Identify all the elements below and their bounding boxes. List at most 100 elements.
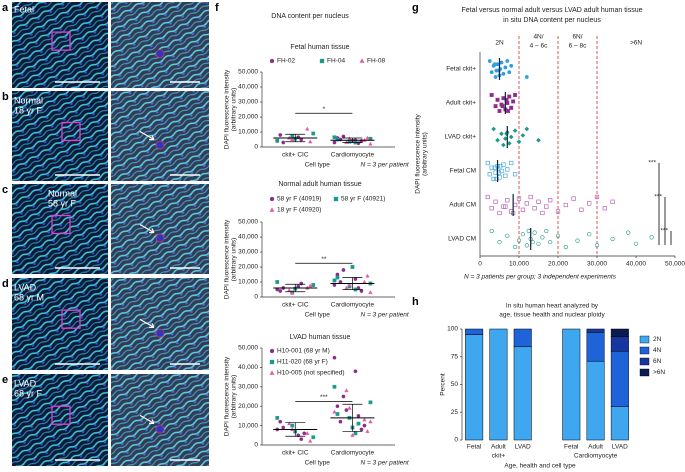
data-point [508,134,514,140]
data-point [275,280,280,284]
data-point [356,414,361,418]
x-tick-label: 10,000 [509,261,529,268]
x-tick-label: Cardiomyocyte [331,450,375,457]
panel-label: f [215,2,219,14]
legend-swatch [639,346,650,355]
data-point [532,230,537,235]
note: N = 3 per patient [360,312,409,319]
data-point [290,290,295,295]
micrograph-zoom [111,184,209,274]
data-point [594,194,600,200]
data-point [540,235,545,240]
data-point [503,65,508,70]
legend-label: 58 yr F (40919) [277,196,321,203]
data-point [509,105,514,110]
y-tick-label: 50,000 [238,219,258,226]
data-point [344,388,349,393]
y-tick-label: Fetal CM [450,168,476,175]
data-point [524,75,529,79]
note: N = 3 per patient [360,162,409,169]
data-point [311,131,316,136]
data-point [359,427,364,432]
x-tick-label: 50,000 [665,261,685,268]
legend-swatch [269,207,275,212]
data-point [524,201,529,206]
data-point [302,431,307,436]
data-point [610,199,615,204]
chart-title: age, tissue health and nuclear ploidy [499,312,605,319]
y-tick-label: 50,000 [238,69,258,76]
bar-segment [610,350,629,407]
data-point [299,437,304,442]
arrow [139,318,155,328]
y-tick-label: 50 [451,381,459,388]
y-tick-label: 50,000 [238,345,258,352]
image-caption: 18 yr F [14,105,43,115]
data-point [368,290,373,295]
data-point [511,99,516,104]
bar-segment [562,328,581,441]
data-point [524,243,529,248]
image-caption: Normal [14,95,43,105]
image-caption: Fetal [14,4,34,14]
group-label: Cardiomyocyte [574,453,618,460]
data-point [507,94,512,99]
y-tick-label: 30,000 [238,249,258,256]
legend-label: H11-020 (68 yr F) [277,359,328,366]
bar-segment [586,360,605,441]
data-point [649,235,654,240]
data-point [602,206,607,211]
data-point [299,281,304,286]
data-point [506,109,511,113]
data-point [332,135,337,140]
data-point [353,431,358,436]
data-point [489,228,494,234]
region-label: 4N/ [533,34,543,41]
y-tick-label: Adult ckit+ [446,100,476,107]
data-point [362,417,367,422]
data-point [353,369,358,374]
x-tick-label: Adult [491,444,506,451]
data-point [305,126,310,131]
data-point [548,240,553,245]
x-tick-label: LVAD [515,444,531,451]
x-tick-label: Fetal [467,444,482,451]
data-point [563,244,568,250]
data-point [503,173,508,178]
micrograph [12,2,108,88]
y-tick-label: 75 [451,353,459,360]
legend-label: 2N [653,336,662,343]
data-point [278,289,283,293]
y-tick-label: 40,000 [238,234,258,241]
legend-label: H10-001 (68 yr M) [277,348,330,355]
data-point [492,165,497,170]
data-point [495,97,500,102]
x-tick-label: ckit+ CIC [282,302,309,309]
data-point [275,138,280,143]
bar-segment [586,328,605,333]
data-point [332,355,337,360]
y-axis-label: DAPI fluorescence intensity [224,356,231,436]
chart-title: in situ DNA content per nucleus [503,17,601,24]
data-point [365,273,370,278]
x-tick-label: Fetal [564,444,579,451]
x-axis-label: Cell type [305,162,331,169]
data-point [493,75,498,79]
significance: ** [321,256,327,263]
y-axis-label: DAPI fluorescence intensity [415,114,422,194]
data-point [493,104,498,109]
roi-box [51,214,71,235]
data-point [544,228,549,234]
data-point [633,241,639,246]
image-caption: 58 yr F [48,198,77,208]
legend-swatch [269,196,275,202]
data-point [335,275,340,280]
data-point [526,228,531,234]
data-point [548,198,553,203]
data-point [555,233,561,238]
data-point [308,283,313,288]
data-point [555,209,561,214]
data-point [579,207,584,212]
micrograph [12,278,108,370]
